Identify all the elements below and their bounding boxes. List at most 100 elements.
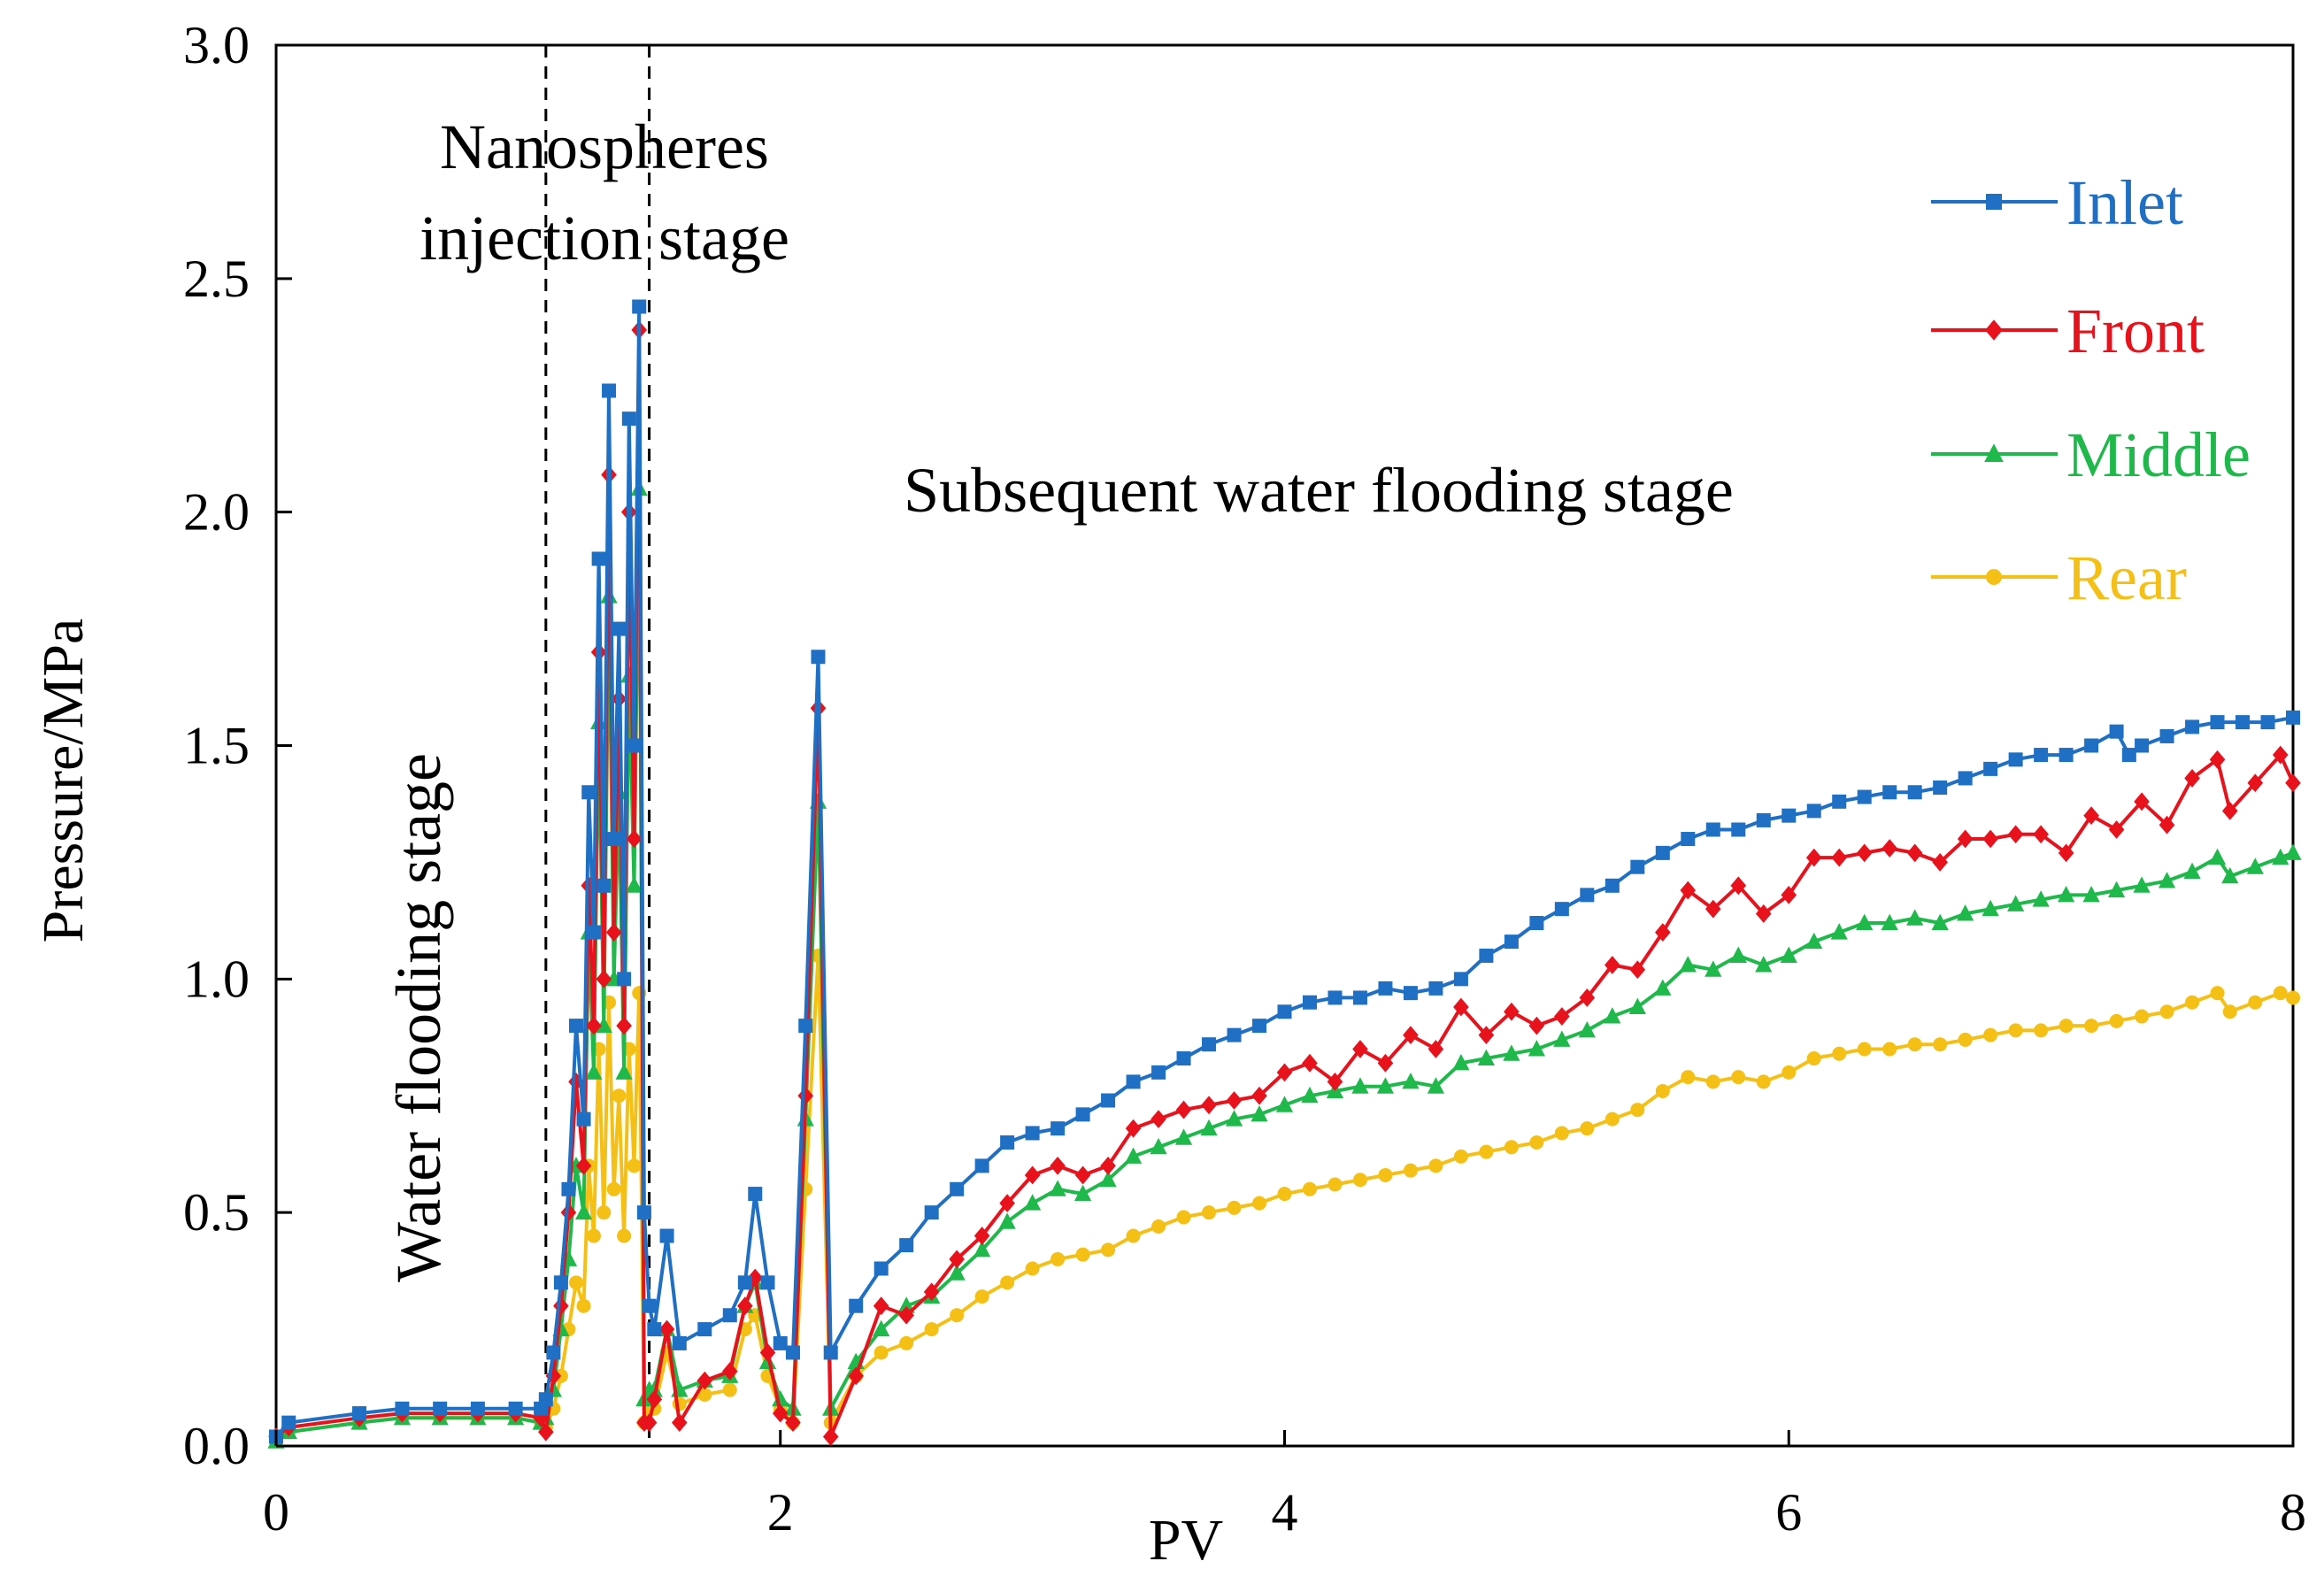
- data-point-rear: [569, 1275, 584, 1290]
- data-point-rear: [1202, 1205, 1217, 1220]
- data-point-inlet: [1882, 785, 1897, 800]
- data-point-front: [1024, 1165, 1041, 1185]
- data-point-rear: [2109, 1013, 2124, 1028]
- data-point-rear: [1806, 1051, 1821, 1066]
- x-tick-label: 0: [263, 1483, 289, 1542]
- data-point-inlet: [612, 621, 627, 636]
- data-point-inlet: [1731, 822, 1746, 837]
- x-tick-label: 8: [2280, 1483, 2306, 1542]
- data-point-front: [1906, 843, 1923, 863]
- data-point-middle: [1780, 946, 1797, 963]
- data-point-middle: [1049, 1180, 1066, 1196]
- data-point-inlet: [553, 1275, 568, 1290]
- data-point-inlet: [1705, 822, 1720, 837]
- data-point-front: [538, 1422, 554, 1442]
- axes-layer: 0.0 0.5 1.0 1.5 2.0 2.5 3.0 0 2 4 6 8: [183, 16, 2306, 1542]
- x-tick-label: 2: [767, 1483, 794, 1542]
- data-point-inlet: [1277, 1004, 1292, 1019]
- data-point-front: [1882, 839, 1897, 858]
- data-point-rear: [1604, 1111, 1620, 1127]
- data-point-middle: [948, 1264, 966, 1281]
- data-point-inlet: [1756, 812, 1771, 827]
- data-point-inlet: [2121, 748, 2136, 763]
- data-point-rear: [1453, 1149, 1468, 1164]
- data-point-middle: [1957, 904, 1974, 921]
- data-point-front: [1125, 1119, 1142, 1138]
- data-point-rear: [1025, 1261, 1040, 1276]
- data-point-front: [1478, 1026, 1495, 1045]
- data-point-rear: [2159, 1004, 2174, 1019]
- data-point-middle: [1402, 1073, 1420, 1089]
- data-point-rear: [1101, 1242, 1116, 1258]
- data-point-inlet: [899, 1238, 914, 1253]
- data-point-rear: [1428, 1158, 1443, 1173]
- data-point-front: [2159, 815, 2175, 834]
- data-point-front: [2007, 825, 2024, 844]
- data-point-middle: [1225, 1110, 1243, 1127]
- data-point-front: [1403, 1026, 1419, 1045]
- data-point-front: [2108, 820, 2125, 839]
- data-point-middle: [1275, 1096, 1294, 1112]
- data-point-front: [721, 1362, 738, 1381]
- x-tick-label: 6: [1775, 1483, 1802, 1542]
- data-point-front: [533, 1408, 549, 1427]
- data-point-front: [898, 1305, 914, 1325]
- x-axis-title: PV: [1149, 1508, 1223, 1569]
- data-point-middle: [625, 876, 643, 893]
- y-tick-label: 2.5: [183, 250, 250, 308]
- data-point-inlet: [1025, 1126, 1040, 1141]
- data-point-inlet: [672, 1335, 687, 1350]
- data-point-front: [1655, 923, 1671, 942]
- data-point-front: [1554, 1007, 1570, 1026]
- data-point-middle: [873, 1319, 890, 1337]
- data-point-inlet: [1428, 981, 1443, 996]
- data-point-inlet: [1151, 1065, 1166, 1080]
- data-point-rear: [2210, 986, 2225, 1001]
- data-point-rear: [1403, 1163, 1418, 1178]
- data-point-front: [973, 1227, 990, 1245]
- data-point-middle: [1477, 1049, 1495, 1066]
- data-point-inlet: [395, 1401, 410, 1416]
- data-point-inlet: [1604, 878, 1620, 893]
- data-point-middle: [1931, 913, 1949, 931]
- data-point-rear: [697, 1387, 712, 1402]
- data-point-inlet: [627, 738, 642, 753]
- series-layer: [267, 299, 2302, 1449]
- data-point-middle: [2183, 862, 2201, 879]
- data-point-inlet: [561, 1181, 576, 1196]
- data-point-front: [772, 1404, 789, 1423]
- data-point-rear: [873, 1345, 889, 1360]
- data-point-middle: [1099, 1170, 1117, 1188]
- data-point-front: [1856, 843, 1873, 863]
- data-point-rear: [899, 1335, 914, 1350]
- data-point-inlet: [617, 972, 632, 987]
- data-point-inlet: [2260, 715, 2275, 730]
- data-point-inlet: [538, 1392, 553, 1407]
- data-point-front: [2247, 773, 2264, 793]
- data-point-rear: [974, 1289, 989, 1304]
- x-tick-label: 4: [1272, 1483, 1298, 1542]
- data-point-middle: [645, 1381, 663, 1397]
- data-point-front: [2272, 745, 2289, 765]
- data-point-front: [641, 1413, 658, 1433]
- data-point-front: [1805, 848, 1822, 867]
- data-point-inlet: [602, 383, 617, 398]
- data-point-front: [1781, 885, 1797, 904]
- data-point-inlet: [1000, 1135, 1015, 1150]
- legend-marker-front: [1985, 319, 2003, 341]
- data-point-inlet: [2135, 738, 2150, 753]
- data-point-middle: [1604, 1007, 1621, 1024]
- data-point-front: [596, 969, 612, 988]
- data-point-rear: [1327, 1177, 1343, 1192]
- data-point-inlet: [2059, 748, 2074, 763]
- data-point-middle: [574, 1203, 593, 1220]
- data-point-front: [1175, 1100, 1192, 1119]
- data-point-front: [785, 1413, 801, 1433]
- legend-marker-middle: [1984, 443, 2004, 462]
- data-point-middle: [1024, 1194, 1042, 1211]
- data-point-middle: [1654, 979, 1672, 996]
- data-point-inlet: [1176, 1051, 1191, 1066]
- data-point-middle: [1830, 923, 1848, 940]
- data-point-front: [2184, 769, 2200, 788]
- data-point-inlet: [1453, 972, 1468, 987]
